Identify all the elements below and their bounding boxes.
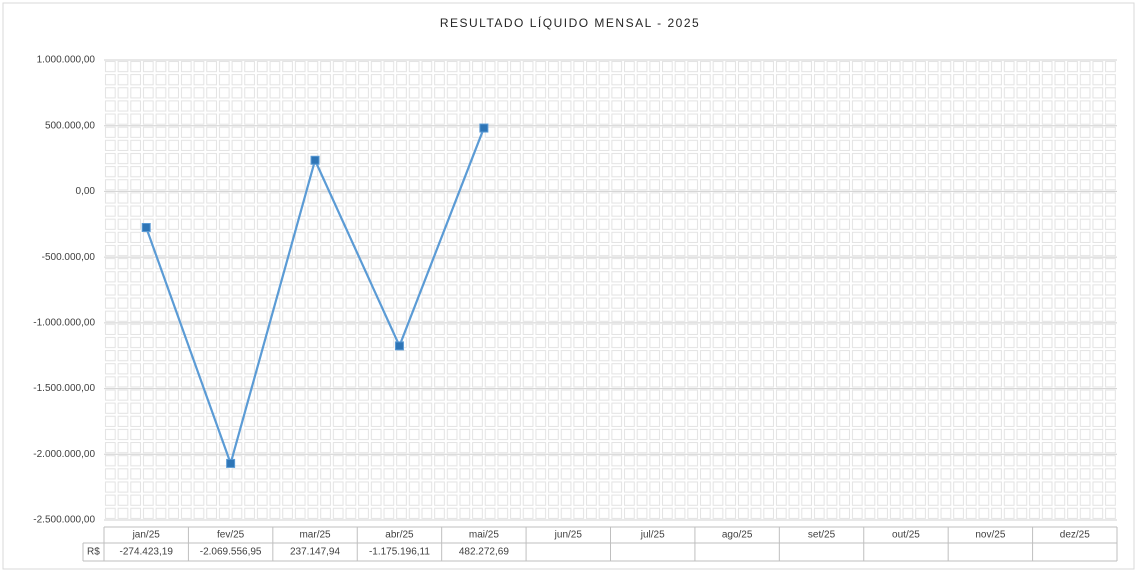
y-tick-label: -1.500.000,00	[33, 383, 95, 394]
chart-title: RESULTADO LÍQUIDO MENSAL - 2025	[440, 15, 700, 30]
marker	[394, 341, 404, 351]
x-tick-label: jul/25	[640, 530, 665, 541]
x-tick-label: fev/25	[217, 530, 245, 541]
x-tick-label: abr/25	[385, 530, 414, 541]
y-tick-label: 0,00	[76, 186, 96, 197]
x-tick-label: mai/25	[469, 530, 499, 541]
x-tick-label: dez/25	[1060, 530, 1090, 541]
table-value: -274.423,19	[120, 547, 174, 558]
table-value: 237.147,94	[290, 547, 340, 558]
y-tick-label: 500.000,00	[45, 120, 95, 131]
x-tick-label: set/25	[808, 530, 836, 541]
x-tick-label: nov/25	[975, 530, 1005, 541]
y-tick-label: -1.000.000,00	[33, 317, 95, 328]
x-tick-label: out/25	[892, 530, 920, 541]
x-tick-label: mar/25	[299, 530, 331, 541]
table-value: -2.069.556,95	[200, 547, 262, 558]
y-tick-label: -2.500.000,00	[33, 515, 95, 526]
marker	[479, 123, 489, 133]
x-tick-label: jan/25	[132, 530, 161, 541]
y-tick-label: -2.000.000,00	[33, 449, 95, 460]
x-tick-label: jun/25	[554, 530, 583, 541]
minor-grid	[104, 60, 1117, 520]
y-tick-label: 1.000.000,00	[37, 55, 96, 66]
y-tick-label: -500.000,00	[42, 252, 96, 263]
marker	[310, 155, 320, 165]
marker	[226, 458, 236, 468]
marker	[141, 222, 151, 232]
table-value: -1.175.196,11	[369, 547, 430, 558]
x-tick-label: ago/25	[722, 530, 753, 541]
legend-key: R$	[87, 547, 100, 558]
table-value: 482.272,69	[459, 547, 509, 558]
